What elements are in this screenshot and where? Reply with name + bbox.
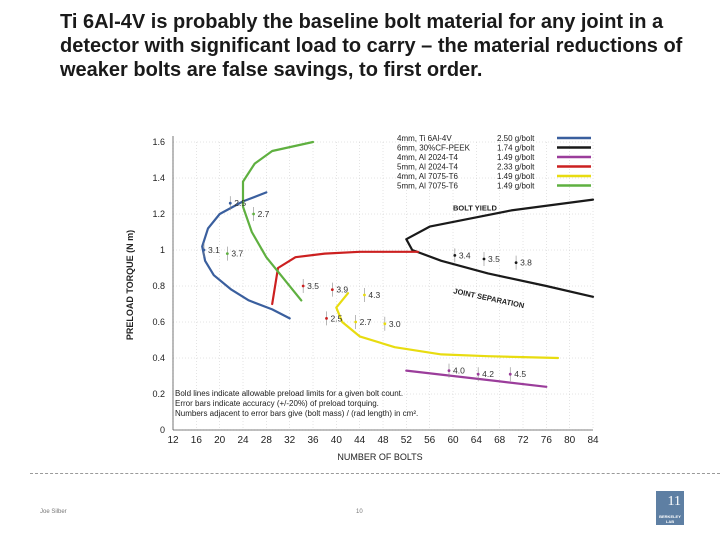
note-line-1: Error bars indicate accuracy (+/-20%) of… (175, 399, 379, 408)
legend-value-2: 1.49 g/bolt (497, 153, 535, 162)
point-label-12: 3.8 (520, 258, 532, 268)
point-label-9: 3.0 (389, 319, 401, 329)
point-labels-layer: 2.5 2.7 3.1 3.7 3.5 3.9 4.3 2.5 2.7 3.0 3.4 3.5 3.8 4… (175, 196, 532, 418)
point-label-2: 3.1 (208, 245, 220, 255)
series-line-0 (201, 191, 291, 320)
page-number: 10 (356, 509, 363, 515)
y-tick-label-8: 1.6 (152, 137, 165, 147)
legend-value-4: 1.49 g/bolt (497, 172, 535, 181)
y-axis-title: PRELOAD TORQUE (N m) (125, 230, 135, 340)
data-point-14 (476, 372, 480, 376)
point-label-0: 2.5 (234, 198, 246, 208)
bolt-torque-chart: 12 16 20 24 28 32 36 40 44 48 52 56 60 64 68 72 76 80 84 0 0… (125, 134, 599, 462)
data-point-11 (482, 257, 486, 261)
legend-name-1: 6mm, 30%CF-PEEK (397, 144, 471, 153)
slide-title: Ti 6Al-4V is probably the baseline bolt … (60, 11, 683, 81)
x-tick-label-14: 68 (494, 435, 506, 446)
y-tick-label-6: 1.2 (152, 209, 165, 219)
legend-name-3: 5mm, Al 2024-T4 (397, 163, 458, 172)
x-tick-label-10: 52 (401, 435, 413, 446)
data-point-6 (363, 293, 366, 297)
series-line-3 (271, 250, 420, 306)
x-tick-label-11: 56 (424, 435, 436, 446)
y-tick-label-5: 1 (160, 245, 165, 255)
y-tick-label-4: 0.8 (152, 281, 165, 291)
x-tick-label-4: 28 (261, 435, 273, 446)
x-axis-title: NUMBER OF BOLTS (337, 452, 422, 462)
point-label-1: 2.7 (258, 209, 270, 219)
legend-name-0: 4mm, Ti 6Al-4V (397, 134, 452, 143)
data-point-12 (514, 261, 518, 264)
point-label-3: 3.7 (231, 249, 243, 259)
x-tick-label-9: 48 (377, 435, 389, 446)
point-label-11: 3.5 (488, 254, 500, 264)
legend-value-1: 1.74 g/bolt (497, 144, 535, 153)
legend-value-5: 1.49 g/bolt (497, 182, 535, 191)
point-label-5: 3.9 (336, 285, 348, 295)
data-point-13 (447, 369, 451, 372)
data-point-2 (202, 248, 206, 252)
y-tick-label-2: 0.4 (152, 353, 165, 363)
x-tick-label-1: 16 (191, 435, 203, 446)
series-line-4 (335, 292, 560, 360)
x-tick-label-17: 80 (564, 435, 576, 446)
data-point-4 (301, 284, 305, 288)
x-tick-label-12: 60 (447, 435, 459, 446)
point-label-14: 4.2 (482, 369, 494, 379)
data-point-8 (354, 320, 358, 324)
footer-divider (30, 473, 720, 474)
data-point-15 (508, 372, 512, 376)
x-tick-label-8: 44 (354, 435, 366, 446)
point-label-10: 3.4 (459, 250, 471, 260)
y-tick-label-7: 1.4 (152, 173, 165, 183)
legend-value-0: 2.50 g/bolt (497, 134, 535, 143)
y-tick-label-0: 0 (160, 425, 165, 435)
legend: 4mm, Ti 6Al-4V 2.50 g/bolt 6mm, 30%CF-PEEK… (397, 134, 591, 191)
footer-author: Joe Silber (40, 509, 67, 515)
x-tick-label-6: 36 (307, 435, 319, 446)
x-tick-label-2: 20 (214, 435, 226, 446)
annotation-0: BOLT YIELD (453, 203, 497, 212)
legend-name-2: 4mm, Al 2024-T4 (397, 153, 458, 162)
series-layer (201, 140, 595, 388)
data-point-9 (383, 322, 387, 326)
data-point-7 (325, 317, 328, 320)
note-line-2: Numbers adjacent to error bars give (bol… (175, 409, 418, 418)
logo-mark: 11 (667, 494, 681, 509)
series-line-1 (405, 198, 595, 298)
data-point-1 (252, 212, 255, 216)
annotation-1: JOINT SEPARATION (453, 286, 526, 310)
x-tick-label-7: 40 (331, 435, 343, 446)
point-label-8: 2.7 (360, 317, 372, 327)
point-label-13: 4.0 (453, 366, 465, 376)
point-label-4: 3.5 (307, 281, 319, 291)
series-line-2 (405, 369, 548, 388)
legend-name-4: 4mm, Al 7075-T6 (397, 172, 458, 181)
grid (172, 141, 594, 431)
x-tick-label-16: 76 (541, 435, 553, 446)
axes: 12 16 20 24 28 32 36 40 44 48 52 56 60 64 68 72 76 80 84 0 0… (152, 136, 599, 446)
logo-text: BERKELEY LAB (659, 514, 681, 524)
x-tick-label-15: 72 (517, 435, 529, 446)
data-point-10 (453, 254, 457, 257)
legend-value-3: 2.33 g/bolt (497, 163, 535, 172)
point-label-6: 4.3 (368, 290, 380, 300)
x-tick-label-18: 84 (587, 435, 599, 446)
point-label-15: 4.5 (514, 369, 526, 379)
berkeley-lab-logo: 11 BERKELEY LAB (656, 491, 684, 525)
y-tick-label-3: 0.6 (152, 317, 165, 327)
data-point-5 (330, 288, 334, 291)
y-tick-label-1: 0.2 (152, 389, 165, 399)
x-tick-label-5: 32 (284, 435, 296, 446)
x-tick-label-0: 12 (167, 435, 179, 446)
note-line-0: Bold lines indicate allowable preload li… (175, 389, 403, 398)
legend-name-5: 5mm, Al 7075-T6 (397, 182, 458, 191)
data-point-0 (228, 201, 232, 205)
x-tick-label-3: 24 (237, 435, 249, 446)
x-tick-label-13: 64 (471, 435, 483, 446)
data-point-3 (225, 252, 229, 255)
point-label-7: 2.5 (331, 313, 343, 323)
series-line-5 (241, 140, 315, 302)
